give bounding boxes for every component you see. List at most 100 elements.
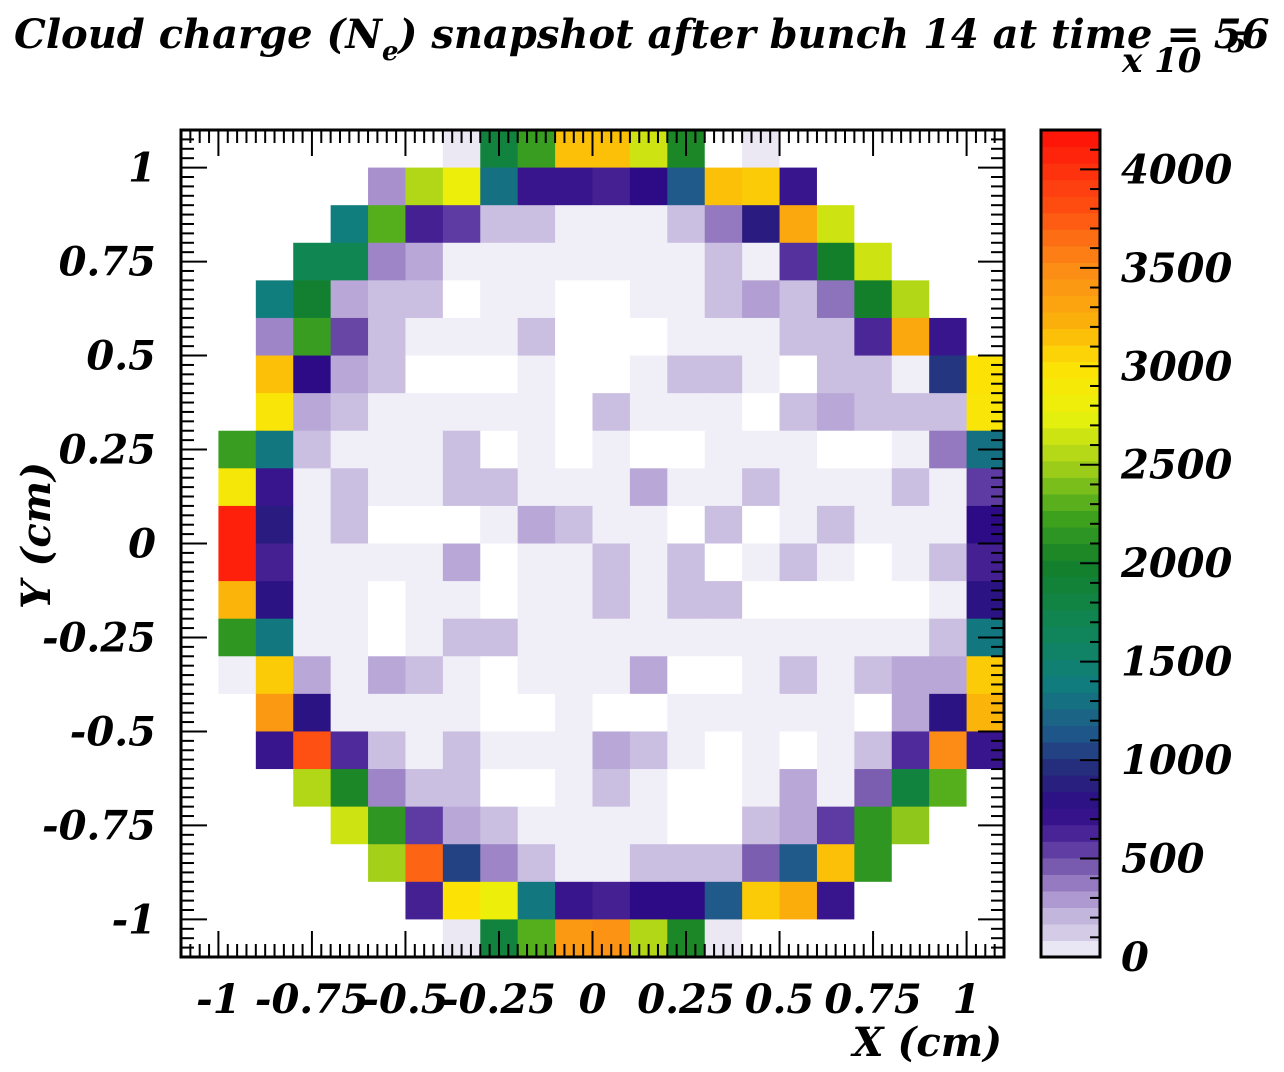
- heatmap-cell: [704, 355, 743, 394]
- heatmap-cell: [667, 355, 706, 394]
- heatmap-cell: [779, 806, 818, 845]
- colorbar-segment: [1041, 526, 1100, 545]
- heatmap-cell: [293, 317, 332, 357]
- heatmap-cell: [368, 242, 407, 281]
- heatmap-cell: [704, 543, 743, 582]
- heatmap-cell: [517, 167, 556, 206]
- heatmap-cell: [816, 280, 855, 319]
- colorbar-segment: [1041, 427, 1100, 445]
- heatmap-cell: [405, 468, 444, 507]
- heatmap-cell: [629, 769, 668, 808]
- colorbar-segment: [1041, 857, 1100, 875]
- heatmap-cell: [854, 468, 893, 507]
- heatmap-cell: [929, 844, 968, 883]
- heatmap-cell: [255, 581, 294, 620]
- heatmap-cell: [854, 167, 893, 206]
- heatmap-cell: [368, 656, 407, 695]
- heatmap-cell: [704, 393, 743, 432]
- heatmap-cell: [779, 618, 818, 657]
- heatmap-cell: [517, 881, 556, 921]
- heatmap-cell: [704, 656, 743, 695]
- heatmap-cell: [368, 618, 407, 657]
- y-tick-label: 0.25: [59, 427, 156, 474]
- heatmap-cell: [592, 468, 631, 507]
- heatmap-cell: [293, 769, 332, 808]
- heatmap-cell: [891, 618, 930, 657]
- heatmap-cell: [405, 769, 444, 808]
- heatmap-cell: [667, 317, 706, 357]
- heatmap-cell: [293, 618, 332, 657]
- chart-title: Cloud charge (Ne) snapshot after bunch 1…: [14, 11, 1284, 67]
- heatmap-cell: [667, 881, 706, 921]
- heatmap-cell: [629, 205, 668, 244]
- heatmap-cell: [704, 167, 743, 206]
- colorbar-segment: [1041, 477, 1100, 495]
- heatmap-cell: [929, 468, 968, 507]
- heatmap-cell: [330, 317, 369, 357]
- heatmap-cell: [442, 731, 481, 770]
- colorbar-segment: [1041, 659, 1100, 677]
- heatmap-cell: [891, 280, 930, 319]
- heatmap-cell: [517, 468, 556, 507]
- heatmap-cell: [255, 393, 294, 432]
- heatmap-cell: [368, 430, 407, 469]
- heatmap-cell: [816, 317, 855, 357]
- x-tick-label: 0.75: [824, 976, 921, 1023]
- heatmap-cell: [293, 844, 332, 883]
- y-tick-label: 1: [128, 145, 156, 192]
- heatmap-cell: [816, 468, 855, 507]
- heatmap-cell: [742, 205, 781, 244]
- heatmap-cell: [742, 581, 781, 620]
- heatmap-cell: [255, 430, 294, 469]
- heatmap-cell: [218, 881, 257, 921]
- heatmap-cell: [667, 844, 706, 883]
- colorbar-exponent: x 10 5: [1121, 26, 1247, 81]
- heatmap-cell: [330, 242, 369, 281]
- heatmap-cell: [255, 618, 294, 657]
- heatmap-cell: [816, 393, 855, 432]
- colorbar-segment: [1041, 328, 1100, 346]
- heatmap-cell: [405, 167, 444, 206]
- chart-title-post: ) snapshot after bunch 14 at time = 56 n…: [397, 11, 1284, 58]
- heatmap-cell: [592, 881, 631, 921]
- heatmap-cell: [555, 355, 594, 394]
- heatmap-cell: [779, 844, 818, 883]
- heatmap-cell: [742, 355, 781, 394]
- heatmap-cell: [854, 806, 893, 845]
- heatmap-cell: [854, 505, 893, 545]
- heatmap-cell: [854, 618, 893, 657]
- colorbar-tick-label: 2500: [1120, 442, 1232, 489]
- heatmap-cell: [854, 393, 893, 432]
- heatmap-cell: [405, 280, 444, 319]
- heatmap-cell: [218, 543, 257, 582]
- heatmap-cell: [742, 881, 781, 921]
- heatmap-cell: [517, 656, 556, 695]
- heatmap-cell: [442, 505, 481, 545]
- x-tick-label: 0.25: [637, 976, 734, 1023]
- heatmap-cell: [330, 844, 369, 883]
- heatmap-cell: [629, 317, 668, 357]
- heatmap-cell: [255, 656, 294, 695]
- heatmap-cell: [929, 656, 968, 695]
- heatmap-cell: [704, 430, 743, 469]
- colorbar-segment: [1041, 196, 1100, 214]
- heatmap-cell: [255, 317, 294, 357]
- heatmap-cell: [330, 618, 369, 657]
- heatmap-cell: [480, 355, 519, 394]
- heatmap-cell: [629, 543, 668, 582]
- heatmap-cell: [891, 355, 930, 394]
- heatmap-cell: [592, 205, 631, 244]
- heatmap-cell: [667, 543, 706, 582]
- heatmap-cell: [218, 430, 257, 469]
- heatmap-cell: [929, 280, 968, 319]
- heatmap-cell: [629, 393, 668, 432]
- heatmap-cell: [592, 280, 631, 319]
- colorbar-segment: [1041, 824, 1100, 842]
- heatmap-cell: [891, 242, 930, 281]
- heatmap-cell: [816, 543, 855, 582]
- heatmap-cell: [891, 468, 930, 507]
- heatmap-cell: [667, 693, 706, 733]
- heatmap-cell: [891, 205, 930, 244]
- heatmap-cell: [555, 468, 594, 507]
